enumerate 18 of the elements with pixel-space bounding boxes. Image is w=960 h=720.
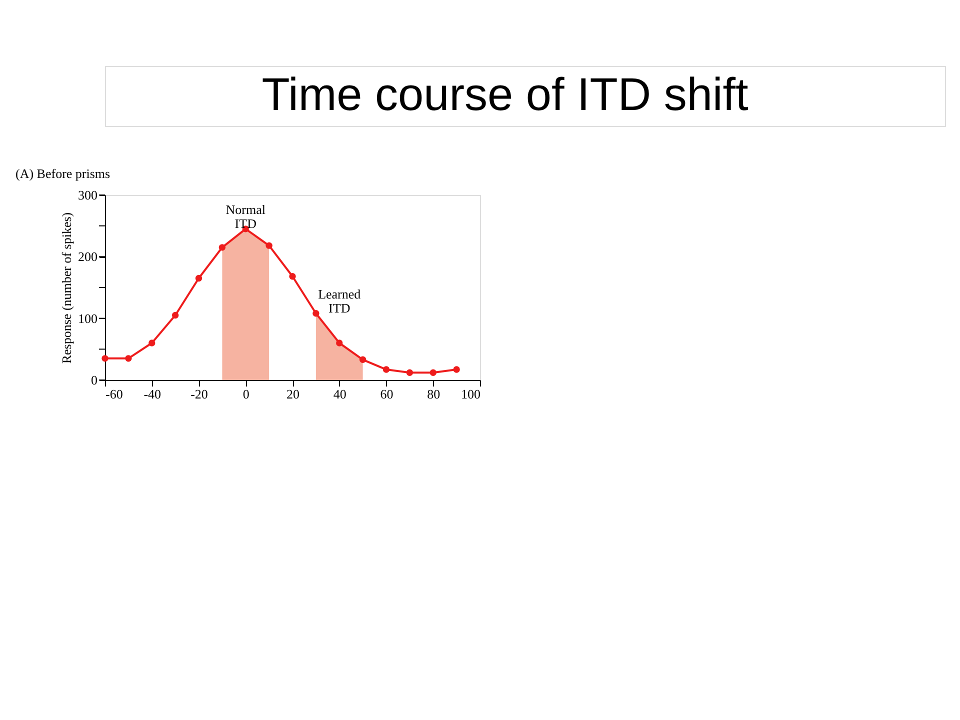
y-axis-title: Response (number of spikes) — [59, 212, 74, 364]
y-tick-label: 100 — [78, 310, 98, 326]
y-tick-label: 200 — [78, 249, 98, 264]
annotation: Learned ITD — [318, 286, 362, 316]
x-tick-label: 0 — [242, 386, 250, 402]
x-tick-label: 20 — [286, 386, 300, 402]
y-tick-label: 300 — [78, 188, 98, 202]
x-tick-label: -60 — [106, 386, 123, 402]
x-tick-label: -40 — [144, 386, 162, 402]
x-tick-label: 80 — [427, 386, 440, 402]
y-tick-label: 0 — [91, 372, 98, 388]
x-tick-label: 60 — [380, 386, 394, 402]
chart-title: Time course of ITD shift — [262, 68, 748, 120]
x-tick-label: -20 — [190, 386, 208, 402]
chart-subtitle: (A) Before prisms — [16, 166, 110, 181]
annotation: Normal ITD — [226, 202, 266, 231]
x-tick-label: 100 — [461, 386, 480, 402]
x-tick-label: 40 — [333, 386, 346, 402]
